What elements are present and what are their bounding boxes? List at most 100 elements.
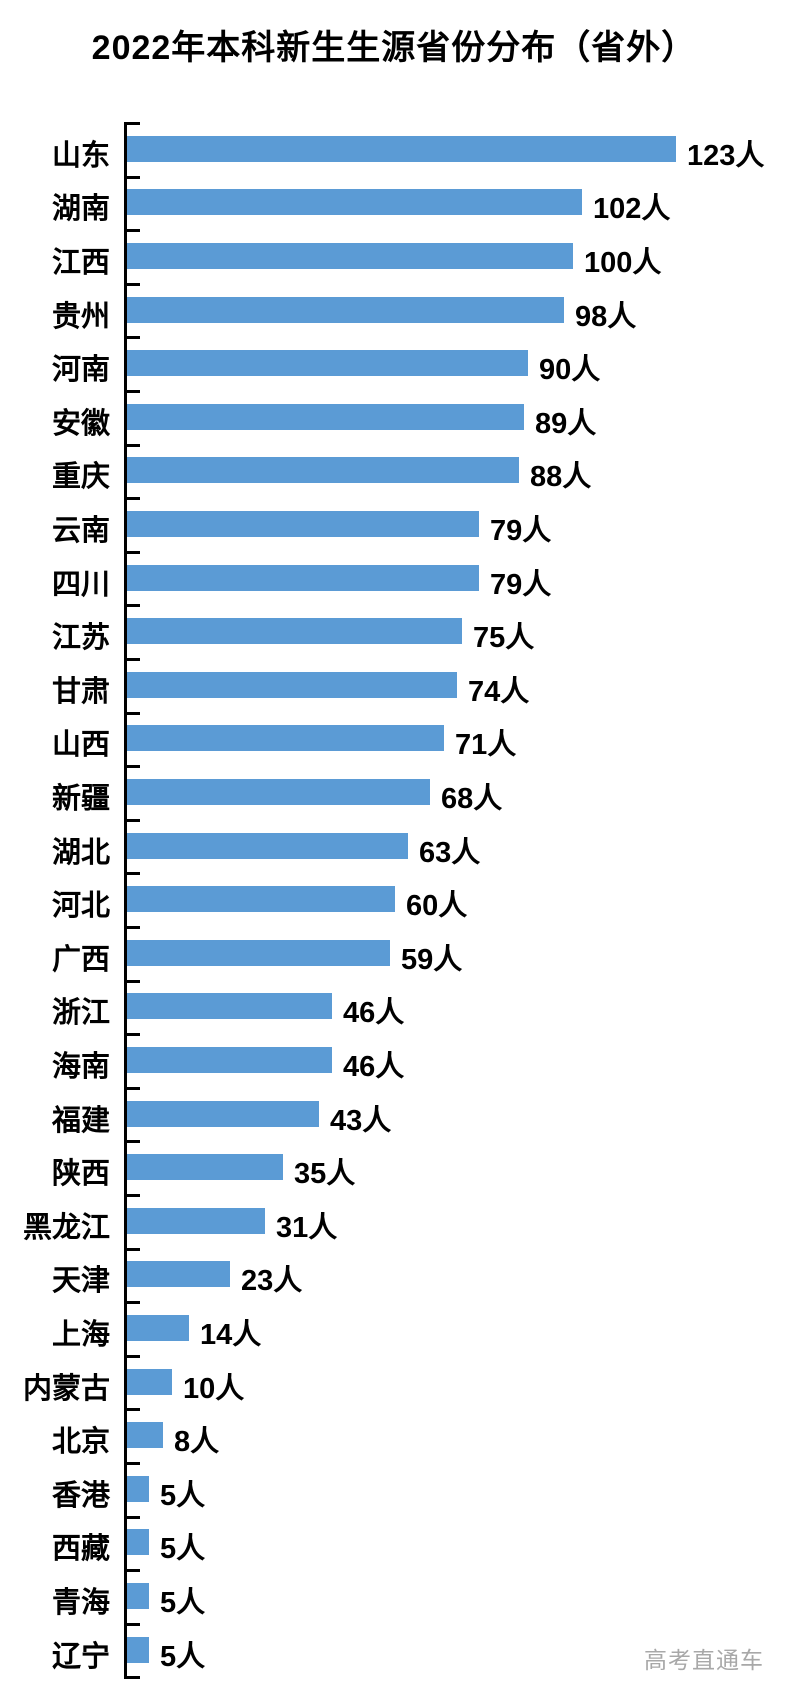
bar-row: 上海 14人	[0, 1301, 788, 1355]
bar-row: 青海 5人	[0, 1569, 788, 1623]
chart-title: 2022年本科新生生源省份分布（省外）	[91, 29, 697, 67]
axis-tick	[124, 1676, 140, 1680]
axis-tick	[124, 390, 140, 393]
axis-tick	[124, 765, 140, 769]
category-label: 安徽	[51, 407, 110, 440]
value-label: 71人	[455, 729, 517, 762]
bar	[127, 1582, 149, 1609]
bar-row: 甘肃 74人	[0, 658, 788, 712]
bar	[127, 1529, 149, 1556]
bar-row: 陕西 35人	[0, 1140, 788, 1194]
category-label: 河北	[51, 890, 110, 923]
axis-tick	[124, 872, 140, 876]
axis-tick	[124, 1086, 140, 1090]
bar	[127, 993, 332, 1020]
bar-row: 云南 79人	[0, 497, 788, 551]
bar	[127, 350, 528, 377]
category-label: 贵州	[51, 300, 110, 333]
axis-tick	[124, 443, 140, 447]
y-axis-line	[124, 122, 127, 1680]
value-label: 59人	[401, 943, 463, 976]
axis-tick	[124, 336, 140, 340]
bar	[127, 832, 408, 859]
bar	[127, 1261, 230, 1288]
bar	[127, 1368, 172, 1395]
bar-row: 浙江 46人	[0, 980, 788, 1034]
value-label: 8人	[174, 1426, 220, 1459]
category-label: 山西	[51, 729, 110, 762]
bar	[127, 135, 676, 162]
value-label: 79人	[490, 514, 552, 547]
category-label: 陕西	[51, 1158, 110, 1191]
value-label: 89人	[535, 407, 597, 440]
bar	[127, 1046, 332, 1073]
axis-tick	[124, 1033, 140, 1037]
axis-tick	[124, 122, 140, 125]
bar	[127, 457, 519, 484]
bar-row: 湖南 102人	[0, 176, 788, 230]
axis-tick	[124, 229, 140, 233]
category-label: 河南	[51, 354, 110, 387]
axis-tick	[124, 818, 140, 822]
bar-row: 北京 8人	[0, 1408, 788, 1462]
category-label: 云南	[51, 514, 110, 547]
category-label: 江苏	[51, 622, 110, 655]
bar	[127, 403, 524, 430]
bar-row: 山西 71人	[0, 712, 788, 766]
category-label: 西藏	[51, 1533, 110, 1566]
category-label: 福建	[51, 1104, 110, 1137]
value-label: 68人	[441, 782, 503, 815]
value-label: 123人	[687, 139, 765, 172]
category-label: 湖北	[51, 836, 110, 869]
value-label: 60人	[406, 890, 468, 923]
bar-row: 河北 60人	[0, 872, 788, 926]
bar	[127, 1475, 149, 1502]
category-label: 广西	[51, 943, 110, 976]
value-label: 75人	[473, 622, 535, 655]
axis-tick	[124, 979, 140, 983]
bar-row: 海南 46人	[0, 1033, 788, 1087]
category-label: 甘肃	[51, 675, 110, 708]
value-label: 43人	[330, 1104, 392, 1137]
category-label: 黑龙江	[22, 1211, 110, 1244]
axis-tick	[124, 711, 140, 715]
watermark: 高考直通车	[644, 1647, 764, 1673]
bar-row: 安徽 89人	[0, 390, 788, 444]
category-label: 湖南	[51, 193, 110, 226]
axis-tick	[124, 658, 140, 661]
bar	[127, 778, 430, 805]
bar-row: 河南 90人	[0, 336, 788, 390]
value-label: 46人	[343, 1050, 405, 1083]
bar	[127, 1314, 189, 1341]
category-label: 辽宁	[51, 1640, 110, 1673]
category-label: 海南	[51, 1050, 110, 1083]
bar	[127, 618, 462, 645]
bar-row: 西藏 5人	[0, 1516, 788, 1570]
axis-tick	[124, 1140, 140, 1144]
bar-row: 广西 59人	[0, 926, 788, 980]
bar	[127, 1154, 283, 1181]
value-label: 74人	[468, 675, 530, 708]
category-label: 江西	[51, 246, 110, 279]
value-label: 90人	[539, 354, 601, 387]
axis-tick	[124, 1354, 140, 1358]
axis-tick	[124, 1301, 140, 1305]
axis-tick	[124, 1408, 140, 1412]
category-label: 上海	[51, 1318, 110, 1351]
category-label: 香港	[51, 1479, 110, 1512]
bar-row: 内蒙古 10人	[0, 1355, 788, 1409]
category-label: 内蒙古	[22, 1372, 110, 1405]
bar	[127, 510, 479, 537]
bar	[127, 725, 444, 752]
axis-tick	[124, 604, 140, 608]
value-label: 46人	[343, 997, 405, 1030]
axis-tick	[124, 1194, 140, 1197]
bar-row: 黑龙江 31人	[0, 1194, 788, 1248]
value-label: 98人	[575, 300, 637, 333]
value-label: 5人	[160, 1479, 206, 1512]
axis-tick	[124, 1247, 140, 1251]
category-label: 天津	[51, 1265, 110, 1298]
value-label: 102人	[593, 193, 671, 226]
bar	[127, 886, 395, 913]
